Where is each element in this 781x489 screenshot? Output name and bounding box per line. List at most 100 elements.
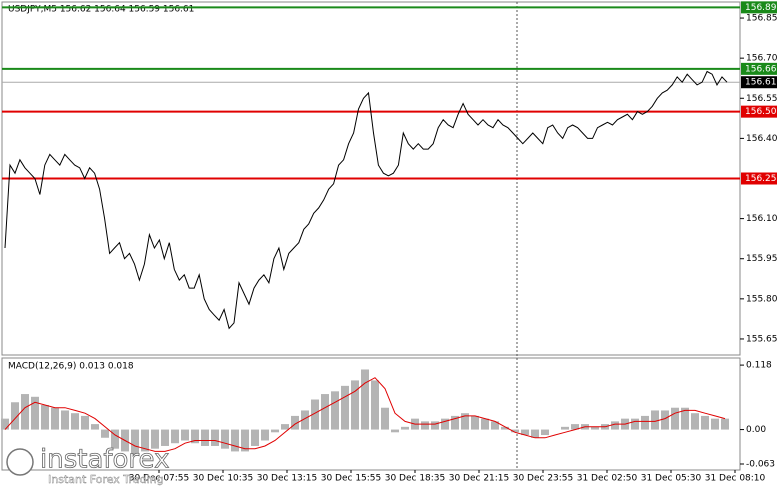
- histogram-bar: [351, 380, 359, 430]
- histogram-bar: [131, 429, 139, 455]
- histogram-bar: [631, 418, 639, 430]
- histogram-bar: [471, 415, 479, 430]
- x-tick-label: 30 Dec 07:55: [129, 474, 190, 484]
- tagline: Instant Forex Trading: [48, 473, 164, 486]
- histogram-bar: [41, 404, 49, 430]
- histogram-bar: [151, 429, 159, 449]
- histogram-bar: [421, 421, 429, 430]
- histogram-bar: [641, 415, 649, 430]
- level-label-box: [741, 172, 777, 185]
- x-tick-label: 31 Dec 05:30: [641, 474, 702, 484]
- histogram-bar: [661, 410, 669, 430]
- y-tick-label: 155.65: [746, 334, 778, 344]
- level-label-box: [741, 76, 777, 89]
- y-tick-label: 0.00: [746, 425, 766, 435]
- histogram-bar: [711, 418, 719, 430]
- histogram-bar: [541, 429, 549, 436]
- histogram-bar: [531, 429, 539, 438]
- y-tick-label: 156.40: [746, 134, 778, 144]
- histogram-bar: [691, 413, 699, 430]
- histogram-bar: [61, 410, 69, 430]
- histogram-bar: [681, 407, 689, 430]
- x-tick-label: 30 Dec 15:55: [321, 474, 382, 484]
- x-tick-label: 31 Dec 08:10: [705, 474, 766, 484]
- histogram-bar: [361, 369, 369, 430]
- histogram-bar: [111, 429, 119, 449]
- histogram-bar: [171, 429, 179, 444]
- y-tick-label: 156.55: [746, 94, 778, 104]
- histogram-bar: [241, 429, 249, 452]
- histogram-bar: [571, 424, 579, 430]
- histogram-bar: [651, 410, 659, 430]
- histogram-bar: [271, 429, 279, 433]
- y-tick-label: 155.95: [746, 254, 778, 264]
- level-label-box: [741, 62, 777, 75]
- histogram-bar: [481, 418, 489, 430]
- histogram-bar: [21, 394, 29, 430]
- histogram-bar: [71, 413, 79, 430]
- signal-line: [4, 377, 726, 452]
- macd-title: MACD(12,26,9) 0.013 0.018: [8, 362, 134, 372]
- histogram-bar: [261, 429, 269, 441]
- histogram-bar: [231, 429, 239, 452]
- histogram-bar: [371, 380, 379, 430]
- histogram-bar: [441, 418, 449, 430]
- histogram-bar: [291, 415, 299, 430]
- brand: instaforex: [40, 445, 169, 475]
- histogram-bar: [31, 396, 39, 430]
- histogram-bar: [401, 426, 409, 430]
- histogram-bar: [561, 426, 569, 430]
- histogram-bar: [381, 407, 389, 430]
- histogram-bar: [311, 399, 319, 430]
- histogram-bar: [461, 413, 469, 430]
- price-line: [4, 70, 728, 330]
- histogram-bar: [491, 421, 499, 430]
- histogram-bar: [1, 418, 9, 430]
- logo: [6, 448, 34, 476]
- level-label-box: [741, 105, 777, 118]
- watermark: instaforex Instant Forex Trading: [6, 444, 170, 486]
- x-tick-label: 30 Dec 10:35: [193, 474, 254, 484]
- y-tick-label: 156.70: [746, 54, 778, 64]
- x-tick-label: 31 Dec 02:50: [577, 474, 638, 484]
- histogram-bar: [211, 429, 219, 446]
- histogram-bar: [611, 421, 619, 430]
- histogram-bar: [221, 429, 229, 449]
- histogram-bar: [321, 394, 329, 430]
- histogram-bar: [701, 415, 709, 430]
- histogram-bar: [11, 402, 19, 430]
- x-tick-label: 30 Dec 18:35: [385, 474, 446, 484]
- histogram-bar: [591, 426, 599, 430]
- y-tick-label: -0.063: [746, 459, 775, 469]
- y-tick-label: 156.85: [746, 14, 778, 24]
- level-label: 156.61: [745, 78, 777, 88]
- x-tick-label: 30 Dec 23:55: [513, 474, 574, 484]
- x-tick-label: 30 Dec 13:15: [257, 474, 318, 484]
- histogram-bar: [281, 424, 289, 430]
- histogram-bar: [671, 407, 679, 430]
- histogram-bar: [91, 424, 99, 430]
- histogram-bar: [141, 429, 149, 452]
- level-label: 156.50: [745, 107, 777, 117]
- histogram-bar: [511, 429, 519, 433]
- level-label: 156.66: [745, 64, 777, 74]
- level-label-box: [741, 1, 777, 14]
- histogram-bar: [721, 418, 729, 430]
- histogram-bar: [51, 407, 59, 430]
- histogram-bar: [181, 429, 189, 441]
- y-tick-label: 156.10: [746, 214, 778, 224]
- histogram-bar: [391, 429, 399, 433]
- level-label: 156.89: [745, 3, 777, 13]
- histogram-bar: [191, 429, 199, 444]
- histogram-bar: [341, 385, 349, 430]
- histogram-bar: [331, 391, 339, 430]
- histogram-bar: [431, 421, 439, 430]
- histogram-bar: [161, 429, 169, 446]
- chart-title: USDJPY,M5 156.62 156.64 156.59 156.61: [8, 5, 194, 15]
- histogram-bar: [81, 415, 89, 430]
- histogram-bar: [301, 410, 309, 430]
- level-label: 156.25: [745, 174, 777, 184]
- histogram-bar: [251, 429, 259, 446]
- y-tick-label: 155.80: [746, 294, 778, 304]
